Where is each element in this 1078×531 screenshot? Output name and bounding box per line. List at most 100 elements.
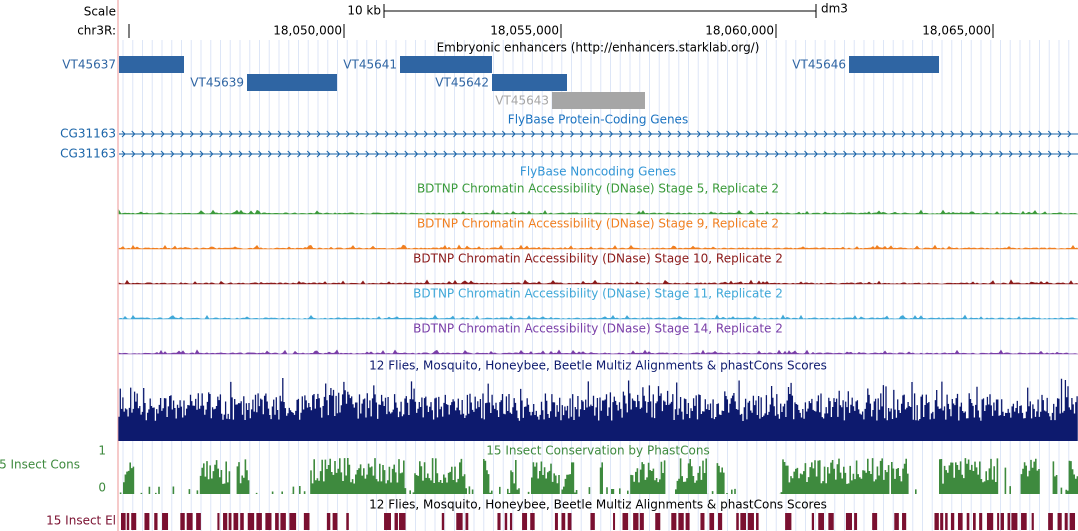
track-title: 12 Flies, Mosquito, Honeybee, Beetle Mul…	[369, 498, 827, 512]
dnase-signal	[118, 279, 1078, 285]
conserved-element	[1069, 513, 1076, 530]
conserved-element	[945, 513, 948, 530]
conserved-element	[785, 513, 792, 530]
conserved-element	[828, 513, 834, 530]
enhancer-label: VT45643	[495, 94, 549, 108]
enhancer-feature	[400, 56, 492, 73]
conserved-element	[154, 513, 158, 530]
conserved-element	[131, 513, 137, 530]
conserved-element	[289, 513, 297, 530]
track-title: FlyBase Noncoding Genes	[520, 165, 676, 179]
conserved-element	[740, 513, 746, 530]
conserved-element	[633, 513, 639, 530]
conserved-element	[303, 513, 310, 530]
conserved-element	[456, 513, 463, 530]
phastcons-signal	[119, 458, 1078, 494]
conserved-element	[736, 513, 739, 530]
conserved-element	[332, 513, 338, 530]
conserved-element	[756, 513, 759, 530]
enhancer-feature	[849, 56, 939, 73]
conserved-element	[622, 513, 629, 530]
chrom-label: chr3R:	[77, 24, 116, 38]
dnase-signal	[118, 314, 1078, 320]
conserved-element	[1007, 513, 1011, 530]
conserved-element	[522, 513, 528, 530]
gene-label: CG31163	[60, 127, 116, 141]
conserved-element	[894, 513, 899, 530]
conserved-element	[1000, 513, 1004, 530]
conserved-element	[121, 513, 126, 530]
scale-label: Scale	[84, 5, 116, 19]
conserved-element	[384, 513, 391, 530]
conserved-element	[872, 513, 878, 530]
multiz-signal	[118, 377, 1078, 441]
conserved-element	[162, 513, 169, 530]
track-title: BDTNP Chromatin Accessibility (DNase) St…	[417, 182, 779, 196]
conserved-element	[441, 513, 445, 530]
conserved-element	[902, 513, 907, 530]
conserved-element	[986, 513, 994, 530]
conserved-element	[186, 513, 193, 530]
conserved-element	[275, 513, 279, 530]
gene-strand-arrows	[121, 130, 1072, 138]
conserved-element	[256, 513, 262, 530]
conserved-element	[685, 513, 690, 530]
conserved-element	[671, 513, 677, 530]
conserved-element	[180, 513, 185, 530]
conserved-element	[399, 513, 406, 530]
enhancer-label: VT45646	[792, 58, 846, 72]
position-label: 18,060,000	[705, 24, 774, 38]
conserved-element	[247, 513, 255, 530]
conserved-element	[590, 513, 595, 530]
conserved-element	[854, 513, 858, 530]
conserved-element	[1031, 513, 1034, 530]
track-title: BDTNP Chromatin Accessibility (DNase) St…	[417, 217, 779, 231]
conserved-element	[326, 513, 331, 530]
conserved-element	[196, 513, 201, 530]
conserved-element	[655, 513, 661, 530]
enhancer-feature	[119, 56, 184, 73]
gene-label: CG31163	[60, 147, 116, 161]
conserved-element	[1011, 513, 1018, 530]
position-label: 18,050,000	[273, 24, 342, 38]
conserved-element	[979, 513, 983, 530]
dnase-signal	[118, 209, 1078, 215]
conserved-element	[530, 513, 535, 530]
enhancer-feature	[552, 92, 645, 109]
conserved-element	[144, 513, 150, 530]
conserved-element	[1048, 513, 1053, 530]
conserved-element	[233, 513, 239, 530]
conserved-element	[126, 513, 130, 530]
track-label: 15 Insect Cons	[0, 458, 80, 472]
axis-label: 0	[98, 481, 106, 495]
conserved-element	[811, 513, 815, 530]
conserved-element	[280, 513, 286, 530]
enhancer-label: VT45641	[343, 58, 397, 72]
track-title: 12 Flies, Mosquito, Honeybee, Beetle Mul…	[369, 359, 827, 373]
dnase-signal	[118, 244, 1078, 250]
conserved-element	[934, 513, 939, 530]
conserved-element	[950, 513, 955, 530]
conserved-element	[567, 513, 572, 530]
enhancer-label: VT45637	[62, 58, 116, 72]
gene-strand-arrows	[121, 150, 1072, 158]
conserved-element	[504, 513, 508, 530]
axis-label: 1	[98, 444, 106, 458]
assembly-label: dm3	[821, 2, 848, 16]
conserved-element	[1057, 513, 1062, 530]
conserved-element	[1021, 513, 1027, 530]
enhancer-feature	[247, 74, 337, 91]
conserved-element	[346, 513, 349, 530]
conserved-element	[561, 513, 566, 530]
conserved-element	[1064, 513, 1068, 530]
conserved-element	[613, 513, 616, 530]
track-title: 15 Insect Conservation by PhastCons	[486, 444, 709, 458]
conserved-element	[223, 513, 228, 530]
track-title: BDTNP Chromatin Accessibility (DNase) St…	[413, 252, 783, 266]
conserved-element	[997, 513, 1000, 530]
track-label: 15 Insect El	[46, 514, 116, 528]
conserved-element	[709, 513, 715, 530]
conserved-element	[240, 513, 244, 530]
track-title: BDTNP Chromatin Accessibility (DNase) St…	[413, 322, 783, 336]
